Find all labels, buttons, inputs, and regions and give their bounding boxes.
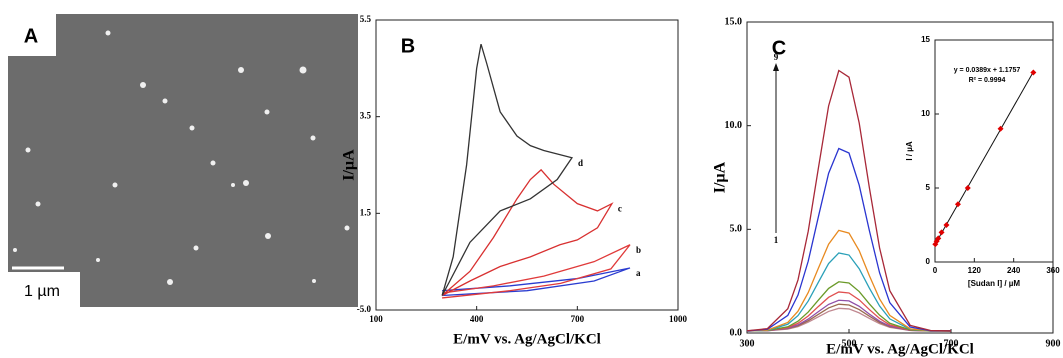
- sem-image: [8, 14, 358, 307]
- scale-label: 1 µm: [24, 283, 60, 300]
- x-tick-label: 300: [740, 338, 755, 349]
- x-tick-label: 400: [470, 314, 484, 324]
- y-tick-label: 15: [921, 35, 930, 44]
- curve-label: b: [636, 245, 641, 255]
- curve-label: d: [578, 158, 583, 168]
- y-tick-label: 5.5: [360, 14, 372, 24]
- x-tick-label: 900: [1046, 338, 1061, 349]
- r-squared: R² = 0.9994: [969, 77, 1006, 84]
- y-tick-label: 5.0: [730, 224, 743, 235]
- x-axis-label: [Sudan I] / µM: [968, 279, 1020, 288]
- y-tick-label: 0: [926, 257, 931, 266]
- x-tick-label: 0: [933, 266, 938, 275]
- equation: y = 0.0389x + 1.1757: [954, 67, 1021, 74]
- y-tick-label: 0.0: [730, 327, 743, 338]
- plot-frame: [376, 20, 678, 310]
- y-axis-label: I/µA: [712, 161, 729, 193]
- y-tick-label: -5.0: [357, 304, 372, 314]
- x-tick-label: 1000: [669, 314, 688, 324]
- y-axis-label: I / µA: [905, 141, 914, 161]
- x-tick-label: 100: [369, 314, 383, 324]
- y-tick-label: 3.5: [360, 111, 372, 121]
- x-tick-label: 240: [1007, 266, 1021, 275]
- y-tick-label: 1.5: [360, 207, 372, 217]
- y-tick-label: 5: [926, 183, 931, 192]
- curve-label: a: [636, 268, 641, 278]
- x-tick-label: 360: [1046, 266, 1060, 275]
- y-tick-label: 10: [921, 109, 930, 118]
- figure: A 1 µm 1004007001000-5.01.53.55.5BE/mV v…: [0, 0, 1063, 358]
- panel-label: A: [24, 25, 38, 47]
- y-tick-label: 10.0: [725, 120, 743, 131]
- y-tick-label: 15.0: [725, 16, 743, 27]
- x-axis-label: E/mV vs. Ag/AgCl/KCl: [453, 331, 601, 347]
- arrow-label: 1: [774, 235, 779, 245]
- x-axis-label: E/mV vs. Ag/AgCl/KCl: [826, 341, 974, 357]
- x-tick-label: 120: [968, 266, 982, 275]
- curve-label: c: [618, 204, 622, 214]
- y-axis-label: I/µA: [341, 149, 358, 181]
- arrow-label: 9: [774, 52, 779, 62]
- panel-label: B: [401, 35, 415, 57]
- x-tick-label: 700: [571, 314, 585, 324]
